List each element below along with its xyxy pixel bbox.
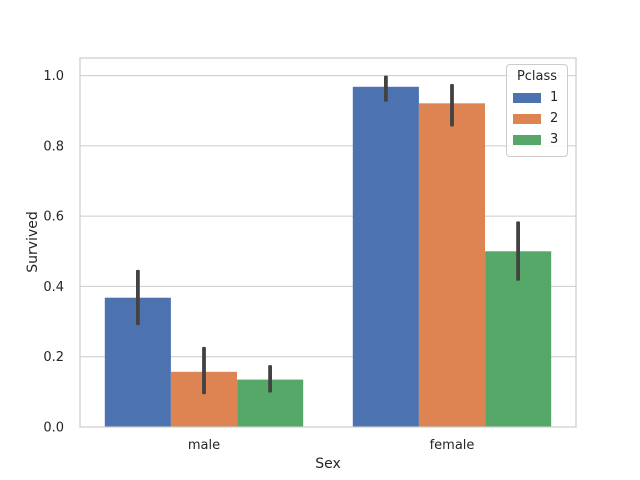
legend-item-pclass2: 2 [513,108,561,129]
legend-swatch-icon [513,134,541,145]
legend-item-pclass1: 1 [513,87,561,108]
x-tick-label: male [188,438,220,453]
y-tick-label: 0.6 [43,210,64,225]
errorbar-male-pclass3 [268,365,272,393]
y-axis-label: Survived [25,211,41,273]
legend-title: Pclass [516,69,558,84]
axes-spines [79,57,577,428]
y-tick-label: 0.2 [43,350,64,365]
errorbar-male-pclass1 [136,269,140,326]
bar-female-pclass2 [418,103,485,428]
legend-item-label: 2 [550,111,559,126]
y-tick-label: 0.0 [43,421,64,436]
legend-item-label: 3 [550,132,559,147]
legend-items: 1 2 3 [513,87,561,150]
x-tick-label: female [430,438,475,453]
bar-female-pclass1 [352,86,419,428]
errorbar-female-pclass2 [450,84,454,127]
y-tick-label: 0.8 [43,139,64,154]
legend-item-pclass3: 3 [513,129,561,150]
legend-swatch-icon [513,113,541,124]
legend-item-label: 1 [550,90,559,105]
legend-swatch-icon [513,92,541,103]
errorbar-female-pclass1 [384,75,388,102]
y-tick-label: 0.4 [43,280,64,295]
errorbar-female-pclass3 [516,221,520,281]
y-tick-label: 1.0 [43,69,64,84]
errorbar-male-pclass2 [202,346,206,395]
x-axis-label: Sex [315,456,341,472]
legend: Pclass 1 2 3 [506,64,568,157]
